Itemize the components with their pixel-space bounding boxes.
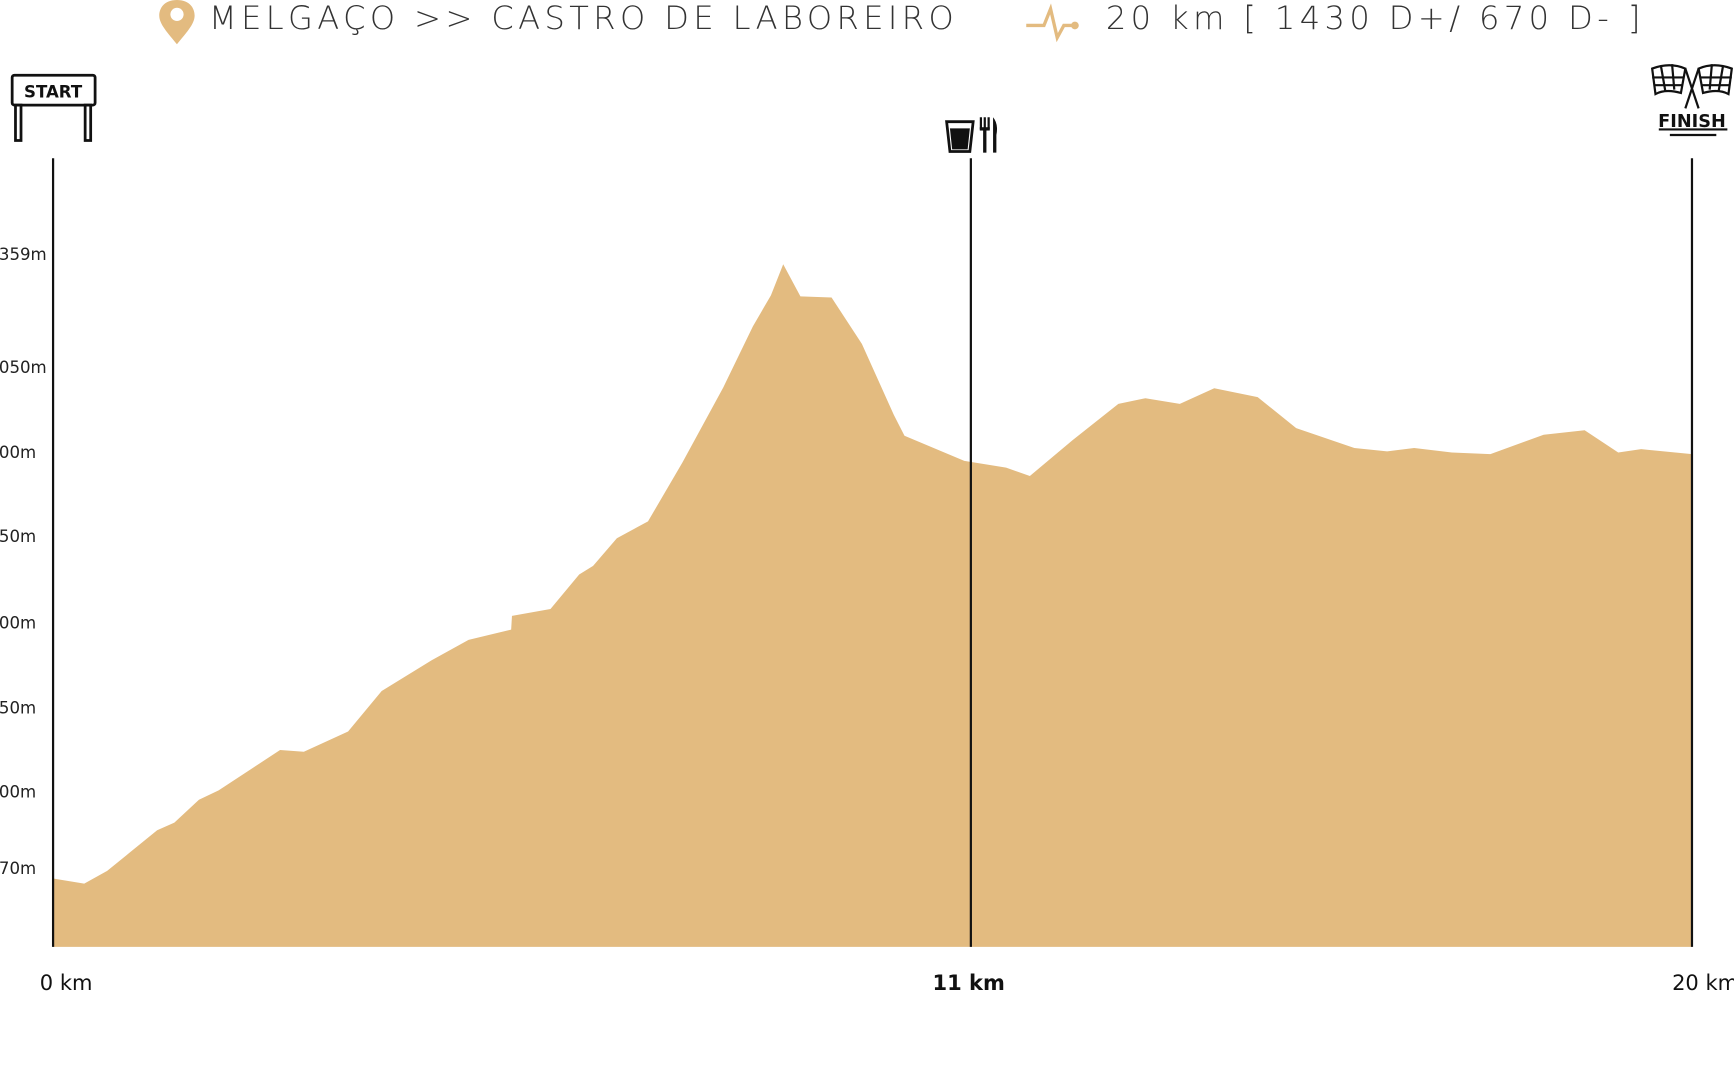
elevation-area [53,264,1692,947]
x-tick-label: 11 km [932,970,1004,995]
elevation-icon-dot [1071,21,1079,30]
x-tick-label: 0 km [40,970,93,995]
finish-icon [1650,64,1733,137]
area-layer [53,264,1692,947]
aid-icon [945,117,998,153]
y-tick-label: 50m [0,527,36,546]
y-tick-label: 70m [0,859,36,878]
start-label: START [24,82,83,101]
x-tick-label: 20 km [1672,970,1734,995]
y-tick-label: 50m [0,699,36,718]
elevation-icon [1026,3,1073,43]
route-title: MELGAÇO >> CASTRO DE LABOREIRO [209,0,958,37]
y-tick-label: 00m [0,783,36,802]
y-tick-label: 050m [0,358,47,377]
route-stats: 20 km [ 1430 D+/ 670 D- ] [1106,0,1645,37]
y-tick-label: 00m [0,443,36,462]
finish-label: FINISH [1658,112,1726,132]
pin-icon [159,0,195,45]
y-tick-label: 00m [0,613,36,632]
start-icon [10,73,97,142]
y-tick-label: 359m [0,245,47,264]
